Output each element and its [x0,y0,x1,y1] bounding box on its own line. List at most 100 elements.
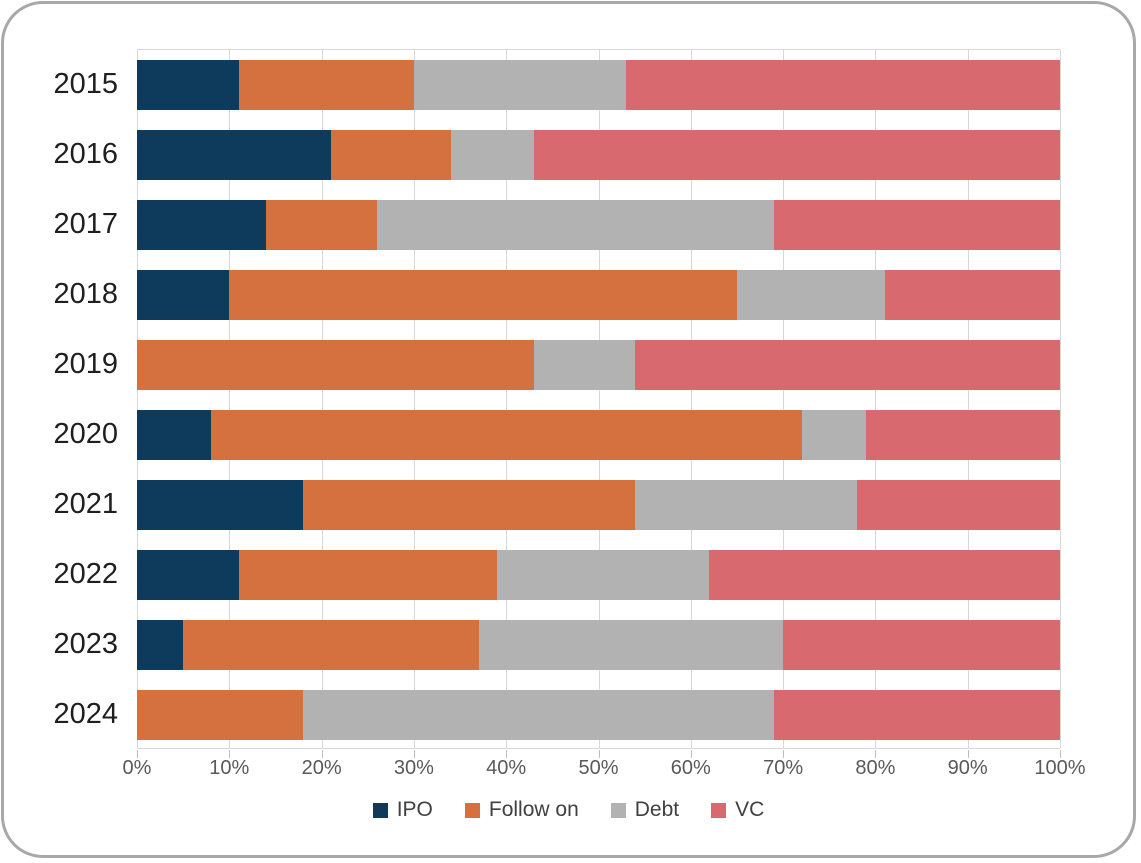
bar-segment-2020-follow-on [210,410,802,460]
bar-segment-2023-vc [783,620,1060,670]
legend-item-debt: Debt [610,798,680,822]
x-tick-label: 70% [763,757,804,779]
bar-row-2016 [137,130,1060,180]
legend-swatch-icon [464,802,480,818]
bar-segment-2015-follow-on [238,60,414,110]
bar-segment-2019-follow-on [137,340,534,390]
bar-row-2018 [137,270,1060,320]
bar-row-2019 [137,340,1060,390]
bar-segment-2021-follow-on [303,480,636,530]
bar-segment-2017-ipo [137,200,267,250]
legend-label: Debt [634,798,680,821]
x-tickmark [137,750,138,758]
bar-segment-2017-vc [773,200,1060,250]
x-tick-label: 10% [209,757,250,779]
bar-segment-2017-follow-on [266,200,377,250]
bar-row-2022 [137,550,1060,600]
y-axis-label-2018: 2018 [53,278,118,310]
bar-segment-2022-ipo [137,550,239,600]
gridline-20% [321,50,323,748]
bar-segment-2019-debt [533,340,636,390]
bar-segment-2021-ipo [137,480,304,530]
bar-row-2021 [137,480,1060,530]
bar-segment-2017-debt [376,200,774,250]
x-tickmark [413,750,415,758]
legend-swatch-icon [610,802,626,818]
x-tickmark [506,750,508,758]
legend-label: IPO [396,798,433,821]
gridline-10% [229,50,231,748]
bar-segment-2023-debt [478,620,784,670]
bar-segment-2015-ipo [137,60,239,110]
x-tick-label: 80% [855,757,896,779]
x-tickmark [875,750,877,758]
bar-row-2020 [137,410,1060,460]
x-tick-label: 90% [947,757,988,779]
y-axis-label-2023: 2023 [53,628,118,660]
bar-segment-2018-debt [736,270,885,320]
x-tickmark [690,750,692,758]
legend-item-vc: VC [711,798,764,822]
x-tick-label: 50% [578,757,619,779]
legend-label: Follow on [488,798,579,821]
gridline-0% [137,50,138,748]
x-tickmark [783,750,785,758]
plot-area [137,49,1061,749]
bar-segment-2020-debt [801,410,867,460]
x-tick-label: 20% [301,757,342,779]
bar-segment-2016-follow-on [330,130,451,180]
bar-segment-2020-ipo [137,410,211,460]
gridline-40% [506,50,508,748]
legend-swatch-icon [372,802,388,818]
bar-segment-2024-debt [303,690,774,740]
bar-segment-2021-vc [856,480,1060,530]
bar-segment-2016-ipo [137,130,331,180]
bar-row-2023 [137,620,1060,670]
bar-segment-2015-debt [413,60,627,110]
bar-segment-2023-follow-on [183,620,479,670]
bar-row-2017 [137,200,1060,250]
legend-swatch-icon [711,802,727,818]
x-tick-label: 100% [1034,757,1086,779]
legend-label: VC [735,798,765,821]
x-tick-label: 40% [486,757,527,779]
bar-segment-2024-vc [773,690,1060,740]
bar-segment-2015-vc [626,60,1060,110]
bar-segment-2021-debt [635,480,857,530]
y-axis-label-2016: 2016 [53,138,118,170]
bar-row-2024 [137,690,1060,740]
bar-segment-2022-follow-on [238,550,497,600]
bar-segment-2022-vc [709,550,1060,600]
y-axis-label-2015: 2015 [53,68,118,100]
y-axis-label-2021: 2021 [53,488,118,520]
y-axis-label-2017: 2017 [53,208,118,240]
gridline-80% [875,50,877,748]
x-tickmark [598,750,600,758]
gridline-30% [413,50,415,748]
x-tick-label: 60% [670,757,711,779]
gridline-100% [1060,50,1061,748]
gridline-50% [598,50,600,748]
gridline-90% [967,50,969,748]
x-tick-label: 30% [393,757,434,779]
legend-item-ipo: IPO [372,798,433,822]
y-axis-label-2019: 2019 [53,348,118,380]
bar-segment-2023-ipo [137,620,184,670]
gridline-70% [783,50,785,748]
x-tickmark [321,750,323,758]
x-tickmark [229,750,231,758]
y-axis-label-2020: 2020 [53,418,118,450]
legend: IPO Follow on Debt VC [4,798,1133,822]
gridline-60% [690,50,692,748]
x-tickmark [1060,750,1061,758]
y-axis-label-2022: 2022 [53,558,118,590]
bar-segment-2024-follow-on [137,690,304,740]
bar-segment-2020-vc [866,410,1060,460]
y-axis-label-2024: 2024 [53,698,118,730]
bar-segment-2018-follow-on [229,270,737,320]
bar-row-2015 [137,60,1060,110]
bar-segment-2018-vc [884,270,1060,320]
bar-segment-2016-debt [450,130,534,180]
